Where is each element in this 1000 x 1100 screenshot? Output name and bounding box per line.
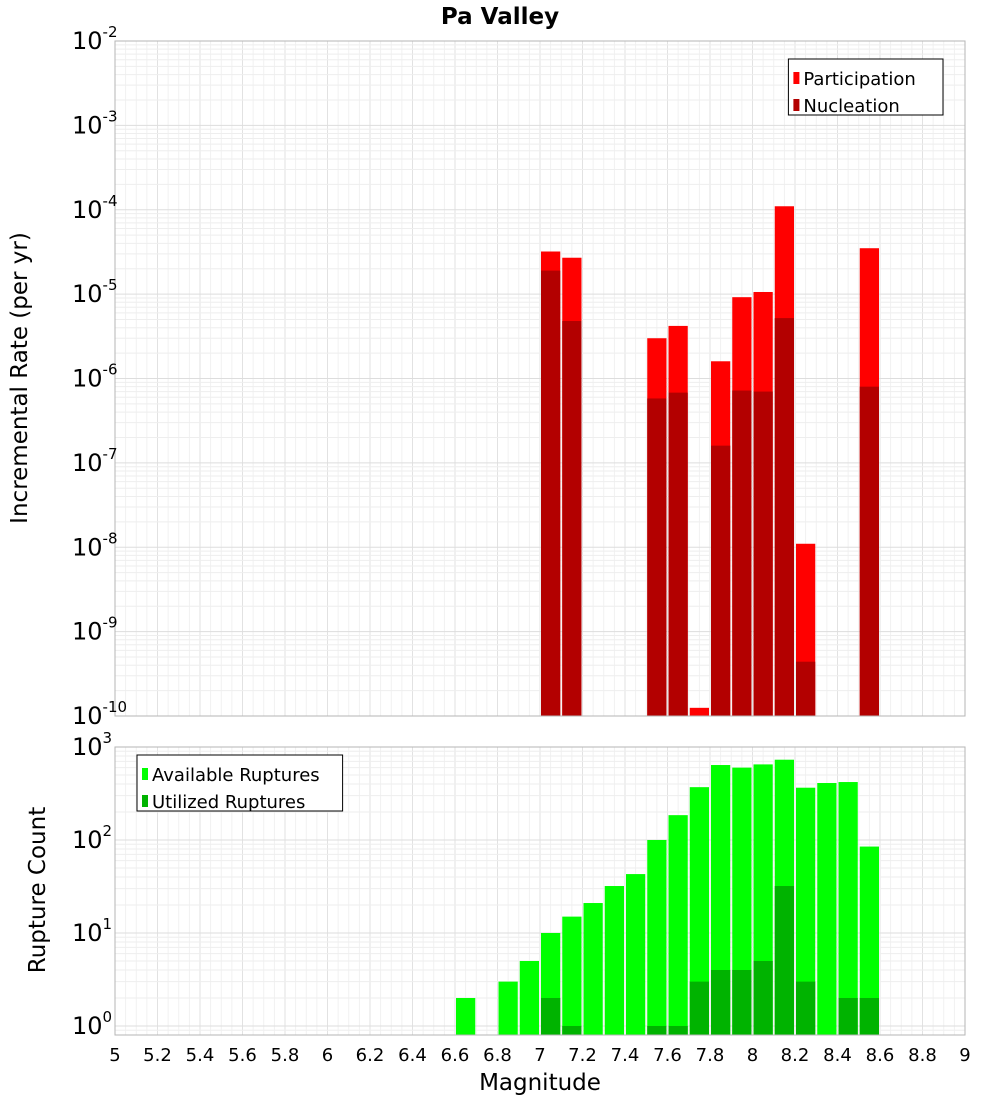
top-bar-nucleation — [732, 390, 752, 716]
top-legend-box — [787, 58, 944, 116]
bottom-bar-utilized-ruptures — [859, 997, 879, 1035]
bottom-bar-utilized-ruptures — [711, 969, 731, 1035]
chart-title: Pa Valley — [441, 4, 559, 30]
x-tick-label: 6.8 — [483, 1045, 512, 1066]
bottom-legend-label: Utilized Ruptures — [152, 792, 305, 813]
x-tick-label: 6.6 — [441, 1045, 470, 1066]
top-bar-nucleation — [562, 321, 582, 716]
top-bar-nucleation — [541, 270, 561, 716]
top-plot-border — [114, 40, 966, 717]
top-y-tick-label: 10-6 — [72, 361, 118, 393]
bottom-bar-utilized-ruptures — [774, 886, 794, 1035]
x-tick-label: 7.8 — [696, 1045, 725, 1066]
x-tick-label: 7.2 — [568, 1045, 597, 1066]
top-y-tick-label: 10-3 — [72, 107, 118, 139]
bottom-bar-available-ruptures — [626, 874, 646, 1035]
bottom-bar-available-ruptures — [519, 960, 539, 1035]
bottom-bar-utilized-ruptures — [732, 969, 752, 1035]
bottom-bar-available-ruptures — [711, 765, 731, 1035]
top-bar-nucleation — [647, 398, 667, 716]
x-tick-label: 5.2 — [143, 1045, 172, 1066]
bottom-bar-available-ruptures — [583, 903, 603, 1035]
top-y-tick-label: 10-9 — [72, 614, 118, 646]
x-tick-label: 7.4 — [611, 1045, 640, 1066]
bottom-legend-box — [136, 754, 344, 812]
x-tick-label: 5 — [109, 1045, 120, 1066]
top-y-tick-label: 10-7 — [72, 445, 118, 477]
bottom-bar-utilized-ruptures — [796, 981, 816, 1035]
bottom-bar-available-ruptures — [647, 839, 667, 1035]
top-y-tick-label: 10-5 — [72, 276, 118, 308]
bottom-bar-utilized-ruptures — [689, 981, 709, 1035]
top-bar-nucleation — [859, 386, 879, 716]
bottom-bar-available-ruptures — [859, 846, 879, 1035]
x-tick-label: 6 — [322, 1045, 333, 1066]
bottom-y-tick-label: 102 — [72, 822, 112, 854]
top-y-tick-label: 10-4 — [72, 192, 118, 224]
bottom-bar-available-ruptures — [604, 886, 624, 1035]
bottom-y-tick-label: 100 — [72, 1008, 112, 1040]
bottom-legend-swatch — [142, 795, 148, 807]
x-tick-label: 9 — [959, 1045, 970, 1066]
plot-layer: 10-2 10-3 10-4 10-5 10-6 10-7 10-8 10-9 10-10 Par… — [72, 23, 971, 1066]
bottom-bar-available-ruptures — [838, 782, 858, 1035]
x-tick-label: 6.2 — [356, 1045, 385, 1066]
bottom-y-axis-label: Rupture Count — [25, 807, 51, 973]
bottom-legend-swatch — [142, 768, 148, 780]
x-tick-label: 7.6 — [653, 1045, 682, 1066]
x-axis-label: Magnitude — [479, 1070, 601, 1096]
top-bar-nucleation — [796, 661, 816, 716]
top-bar-nucleation — [753, 391, 773, 716]
top-bar-nucleation — [774, 318, 794, 716]
x-tick-label: 5.4 — [186, 1045, 215, 1066]
x-tick-label: 5.8 — [271, 1045, 300, 1066]
top-y-axis-label: Incremental Rate (per yr) — [7, 232, 33, 524]
bottom-y-tick-label: 101 — [72, 915, 112, 947]
bottom-bar-available-ruptures — [498, 981, 518, 1035]
x-tick-label: 8.6 — [866, 1045, 895, 1066]
bottom-bar-utilized-ruptures — [838, 997, 858, 1035]
x-tick-label: 6.4 — [398, 1045, 427, 1066]
bottom-bar-available-ruptures — [689, 787, 709, 1035]
bottom-bar-available-ruptures — [796, 787, 816, 1035]
top-y-tick-label: 10-2 — [72, 23, 118, 55]
bottom-plot-border — [114, 746, 966, 1036]
x-tick-label: 8.4 — [823, 1045, 852, 1066]
top-y-tick-label: 10-8 — [72, 529, 118, 561]
bottom-y-tick-label: 103 — [72, 729, 112, 761]
bottom-bar-available-ruptures — [668, 815, 688, 1035]
x-tick-label: 5.6 — [228, 1045, 257, 1066]
top-legend-swatch — [793, 72, 800, 84]
top-bar-participation — [689, 707, 709, 716]
bottom-bar-utilized-ruptures — [753, 960, 773, 1035]
top-bar-nucleation — [668, 392, 688, 716]
bottom-bar-utilized-ruptures — [668, 1025, 688, 1035]
bottom-bar-available-ruptures — [562, 916, 582, 1035]
bottom-legend-label: Available Ruptures — [152, 765, 320, 786]
bottom-bar-available-ruptures — [817, 783, 837, 1035]
top-bar-nucleation — [711, 445, 731, 716]
x-tick-label: 8.8 — [908, 1045, 937, 1066]
top-legend-swatch — [793, 99, 800, 111]
bottom-bar-available-ruptures — [456, 997, 476, 1035]
bottom-bar-utilized-ruptures — [647, 1025, 667, 1035]
bottom-bar-utilized-ruptures — [541, 997, 561, 1035]
bottom-bar-utilized-ruptures — [562, 1025, 582, 1035]
x-tick-label: 7 — [534, 1045, 545, 1066]
bottom-bar-available-ruptures — [732, 767, 752, 1035]
top-y-tick-label: 10-10 — [72, 698, 127, 730]
top-legend-label: Participation — [803, 69, 915, 90]
x-tick-label: 8 — [747, 1045, 758, 1066]
top-legend-label: Nucleation — [803, 96, 899, 117]
x-tick-label: 8.2 — [781, 1045, 810, 1066]
